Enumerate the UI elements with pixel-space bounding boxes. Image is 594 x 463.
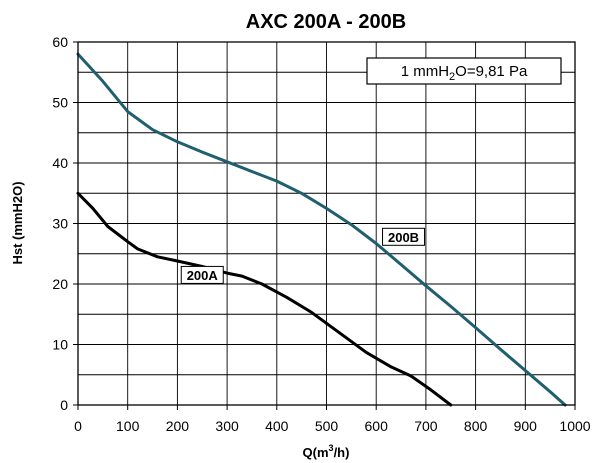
x-axis-label-sup: 3 [329,443,334,453]
x-tick-label: 100 [116,418,140,434]
series-label-200b: 200B [382,227,426,246]
series-line-200a [76,191,453,407]
series-label-200a: 200A [180,265,224,284]
y-tick-label: 30 [52,216,68,232]
y-tick-label: 60 [52,34,68,50]
y-axis-label: Hst (mmH2O) [10,181,25,264]
series-layer [76,52,567,407]
y-tick-label: 50 [52,95,68,111]
x-tick-label: 400 [265,418,289,434]
unit-note-sub: 2 [449,71,455,83]
annotation-layer: 200A 200B [180,227,426,284]
unit-note-text: 1 mmH2O=9,81 Pa [401,63,528,83]
unit-note-box: 1 mmH2O=9,81 Pa [366,57,562,85]
series-label-box [382,227,426,246]
series-line-200b [76,52,567,407]
x-axis-label-suffix: /h) [334,445,350,460]
unit-note-prefix: 1 mmH [401,63,449,80]
x-tick-label: 300 [215,418,239,434]
x-tick-label: 0 [74,418,82,434]
x-tick-label: 600 [365,418,389,434]
tick-layer: 0 100 200 300 400 500 600 700 800 900 1000 0 10 20 30 4… [52,34,590,434]
chart-title: AXC 200A - 200B [246,11,406,33]
y-tick-label: 0 [60,397,68,413]
x-tick-label: 700 [414,418,438,434]
unit-note-box-frame [366,57,562,85]
x-axis-label-prefix: Q(m [303,445,329,460]
y-tick-label: 20 [52,276,68,292]
y-tick-label: 40 [52,155,68,171]
series-label-text: 200A [187,268,219,283]
x-tick-label: 800 [464,418,488,434]
series-label-text: 200B [388,230,419,245]
y-tick-label: 10 [52,337,68,353]
series-label-box [180,265,224,284]
x-tick-label: 500 [315,418,339,434]
unit-note-suffix: O=9,81 Pa [455,63,528,80]
x-tick-label: 1000 [559,418,590,434]
x-axis-label: Q(m3/h) [303,443,350,460]
x-tick-label: 200 [166,418,190,434]
x-tick-label: 900 [514,418,538,434]
